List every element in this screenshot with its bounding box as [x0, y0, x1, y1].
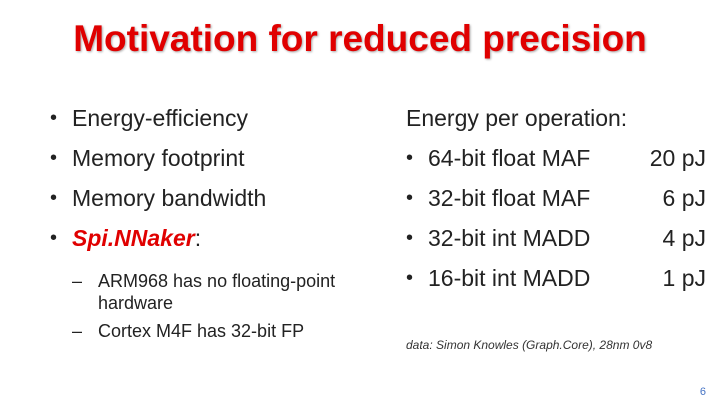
operation-label: 64-bit float MAF — [428, 145, 591, 171]
list-item: • 16-bit int MADD 1 pJ — [406, 258, 706, 298]
list-item: • 32-bit float MAF 6 pJ — [406, 178, 706, 218]
motivation-list: • Energy-efficiency • Memory footprint • Me… — [50, 98, 370, 258]
bullet-text: Memory footprint — [72, 145, 245, 171]
data-source-note: data: Simon Knowles (Graph.Core), 28nm 0… — [406, 338, 653, 352]
bullet-text: Memory bandwidth — [72, 185, 267, 211]
bullet-icon: • — [406, 187, 414, 209]
spinnaker-label: Spi.NNaker — [72, 225, 195, 251]
sub-list-item: – Cortex M4F has 32-bit FP — [72, 320, 370, 342]
bullet-icon: • — [406, 267, 414, 289]
left-column: • Energy-efficiency • Memory footprint • Me… — [50, 98, 370, 348]
bullet-icon: • — [406, 147, 414, 169]
dash-icon: – — [72, 321, 83, 341]
spinnaker-sub-list: – ARM968 has no floating-point hardware –… — [72, 270, 370, 342]
list-item: • Memory bandwidth — [50, 178, 370, 218]
bullet-icon: • — [50, 107, 58, 129]
bullet-icon: • — [50, 147, 58, 169]
operation-label: 32-bit float MAF — [428, 185, 591, 211]
spinnaker-colon: : — [194, 225, 202, 251]
energy-list: • 64-bit float MAF 20 pJ • 32-bit float MAF… — [406, 138, 706, 298]
list-item: • 32-bit int MADD 4 pJ — [406, 218, 706, 258]
sub-bullet-text: ARM968 has no floating-point hardware — [98, 271, 336, 313]
bullet-icon: • — [50, 227, 58, 249]
list-item: • Energy-efficiency — [50, 98, 370, 138]
energy-value: 4 pJ — [662, 225, 706, 251]
sub-list-item: – ARM968 has no floating-point hardware — [72, 270, 370, 314]
list-item: • Memory footprint — [50, 138, 370, 178]
sub-bullet-text: Cortex M4F has 32-bit FP — [98, 321, 305, 341]
bullet-text: Energy-efficiency — [72, 105, 248, 131]
bullet-icon: • — [406, 227, 414, 249]
operation-label: 16-bit int MADD — [428, 265, 591, 291]
page-number: 6 — [699, 386, 706, 398]
slide-title: Motivation for reduced precision — [73, 18, 647, 59]
list-item: • Spi.NNaker: — [50, 218, 370, 258]
energy-value: 6 pJ — [662, 185, 706, 211]
dash-icon: – — [72, 271, 83, 291]
energy-value: 20 pJ — [649, 145, 706, 171]
operation-label: 32-bit int MADD — [428, 225, 591, 251]
energy-value: 1 pJ — [662, 265, 706, 291]
energy-heading: Energy per operation: — [406, 105, 628, 131]
list-item: • 64-bit float MAF 20 pJ — [406, 138, 706, 178]
right-column: Energy per operation: • 64-bit float MAF 2… — [406, 98, 706, 298]
bullet-icon: • — [50, 187, 58, 209]
